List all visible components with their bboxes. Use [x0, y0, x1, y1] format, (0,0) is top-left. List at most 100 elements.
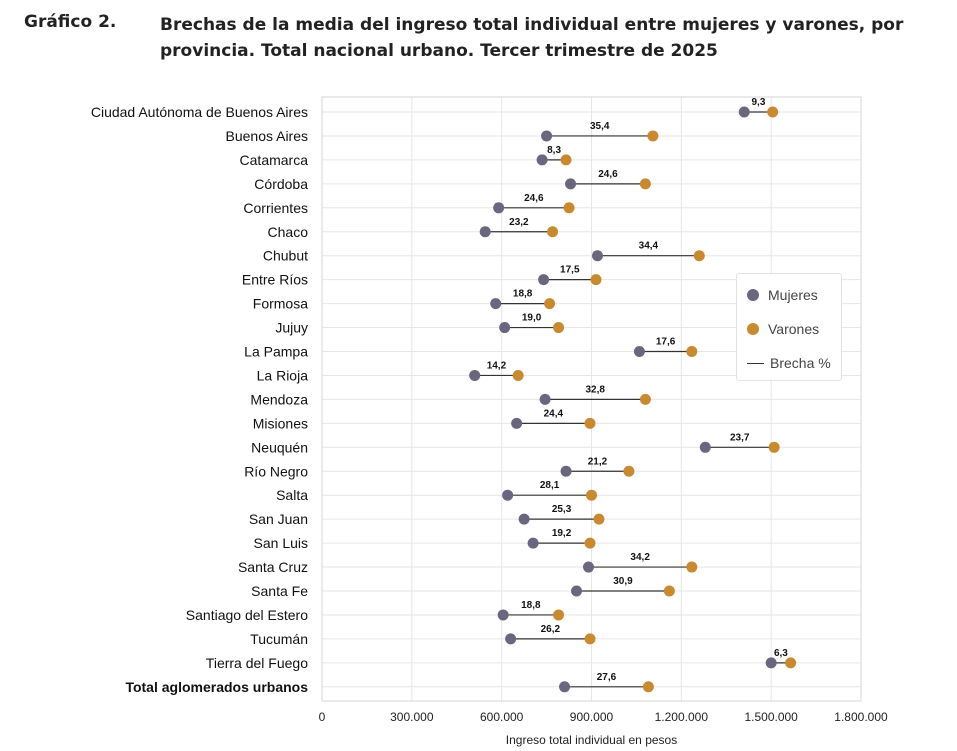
category-label: Misiones — [253, 415, 308, 431]
category-label: Total aglomerados urbanos — [125, 679, 308, 695]
mujeres-point — [633, 346, 645, 357]
varones-point — [663, 585, 675, 597]
mujeres-point — [571, 585, 583, 597]
varones-marker-icon — [747, 323, 759, 335]
gap-label: 17,5 — [560, 265, 580, 276]
varones-point — [586, 489, 597, 501]
x-tick-labels: 0 300.000 600.000 900.000 1.200.000 1.500.000… — [319, 710, 888, 724]
varones-point — [553, 322, 565, 334]
category-label: Chubut — [263, 248, 308, 264]
category-label: San Luis — [254, 535, 308, 551]
x-tick-label: 300.000 — [390, 710, 434, 724]
gap-label: 8,3 — [547, 145, 561, 156]
varones-point — [647, 130, 659, 142]
varones-point — [544, 298, 556, 310]
x-tick-label: 900.000 — [570, 710, 614, 724]
gap-label: 28,1 — [540, 480, 560, 491]
figure-title: Brechas de la media del ingreso total in… — [160, 15, 904, 61]
gap-label: 21,2 — [588, 456, 608, 467]
category-label: Formosa — [253, 296, 308, 312]
category-label: Tucumán — [250, 631, 308, 647]
varones-point — [767, 106, 779, 118]
varones-point — [563, 202, 575, 214]
legend-label-brecha: Brecha % — [770, 355, 831, 371]
mujeres-point — [560, 465, 572, 477]
gap-label: 14,2 — [487, 360, 507, 371]
gap-label: 26,2 — [541, 624, 561, 635]
mujeres-point — [699, 441, 711, 453]
mujeres-point — [591, 250, 603, 262]
mujeres-marker-icon — [747, 289, 759, 301]
mujeres-point — [497, 609, 509, 621]
gap-label: 34,2 — [630, 552, 650, 563]
varones-point — [584, 417, 596, 429]
gap-label: 9,3 — [751, 97, 765, 108]
mujeres-point — [505, 633, 517, 645]
x-tick-label: 1.800.000 — [834, 710, 888, 724]
gap-label: 30,9 — [613, 576, 633, 587]
varones-point — [686, 561, 698, 573]
category-label: Santiago del Estero — [186, 607, 308, 623]
gap-label: 25,3 — [552, 504, 572, 515]
varones-point — [785, 657, 797, 669]
mujeres-point — [583, 561, 595, 573]
category-label: San Juan — [249, 511, 308, 527]
mujeres-point — [479, 226, 491, 238]
mujeres-point — [469, 369, 481, 381]
varones-point — [584, 537, 596, 549]
category-label: Santa Fe — [251, 583, 308, 599]
mujeres-point — [511, 417, 523, 429]
legend-item-brecha: Brecha % — [747, 353, 831, 373]
legend-item-mujeres: Mujeres — [747, 285, 818, 305]
varones-point — [639, 393, 651, 405]
gap-label: 18,8 — [521, 600, 541, 611]
gap-label: 27,6 — [597, 672, 617, 683]
gap-label: 32,8 — [586, 384, 606, 395]
category-label: Corrientes — [243, 200, 308, 216]
varones-point — [512, 369, 524, 381]
mujeres-point — [536, 154, 548, 166]
gap-label: 17,6 — [656, 337, 676, 348]
category-label: Mendoza — [250, 391, 308, 407]
gap-label: 23,7 — [730, 432, 750, 443]
varones-point — [547, 226, 559, 238]
mujeres-point — [518, 513, 530, 525]
gap-label: 23,2 — [509, 217, 529, 228]
category-label: Salta — [276, 487, 308, 503]
varones-point — [693, 250, 705, 262]
category-label: Ciudad Autónoma de Buenos Aires — [91, 104, 308, 120]
gap-label: 34,4 — [639, 241, 659, 252]
varones-point — [768, 441, 780, 453]
gap-label: 35,4 — [590, 121, 610, 132]
category-label: Chaco — [268, 224, 309, 240]
category-label: Entre Ríos — [242, 272, 308, 288]
legend-label-mujeres: Mujeres — [768, 287, 818, 303]
legend-item-varones: Varones — [747, 319, 819, 339]
legend-label-varones: Varones — [768, 321, 820, 337]
x-axis-label: Ingreso total individual en pesos — [506, 733, 677, 747]
category-label: Tierra del Fuego — [206, 655, 308, 671]
mujeres-point — [559, 681, 571, 693]
varones-point — [639, 178, 651, 190]
category-label: La Rioja — [257, 367, 309, 383]
category-label: Río Negro — [244, 463, 308, 479]
legend: Mujeres Varones Brecha % — [736, 273, 842, 381]
mujeres-point — [499, 322, 511, 334]
category-label: Buenos Aires — [226, 128, 309, 144]
gap-label: 6,3 — [774, 648, 788, 659]
x-tick-label: 600.000 — [480, 710, 524, 724]
varones-point — [590, 274, 602, 286]
x-tick-label: 1.200.000 — [655, 710, 709, 724]
gap-label: 18,8 — [513, 289, 533, 300]
mujeres-point — [738, 106, 750, 118]
mujeres-point — [490, 298, 502, 310]
category-label: Neuquén — [251, 439, 308, 455]
figure-label: Gráfico 2. — [24, 12, 117, 32]
dumbbell-marks: 9,3 35,4 8,3 24,6 24,6 23,2 34,4 17,5 18,8 19,0 17… — [469, 97, 797, 693]
gap-label: 19,2 — [552, 528, 572, 539]
gap-label: 24,6 — [524, 193, 544, 204]
varones-point — [553, 609, 565, 621]
category-label: Córdoba — [254, 176, 308, 192]
varones-point — [584, 633, 596, 645]
gap-label: 24,6 — [598, 169, 618, 180]
